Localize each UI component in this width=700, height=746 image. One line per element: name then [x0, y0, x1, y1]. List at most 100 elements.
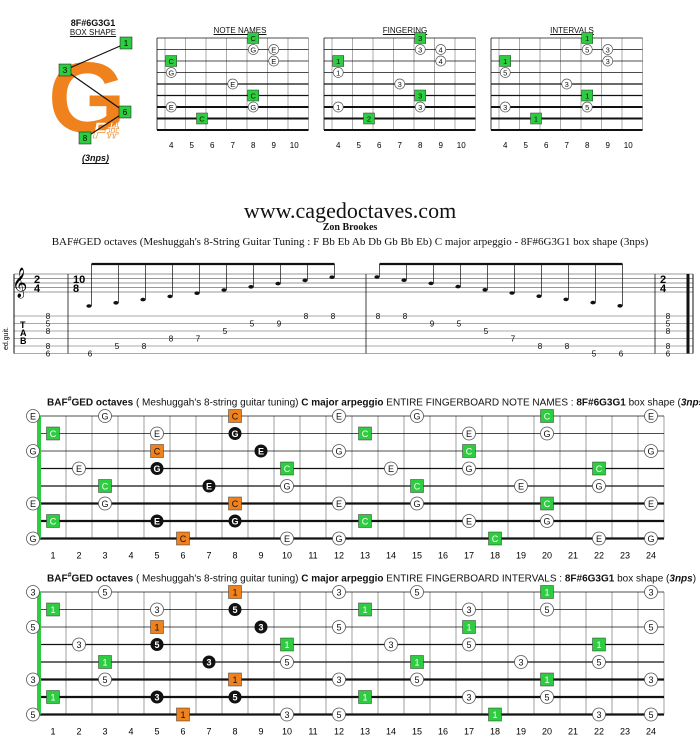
mini-fret-number: 9: [606, 141, 611, 150]
note-label: E: [466, 516, 472, 526]
fret-number: 9: [258, 727, 263, 737]
mini-marker-label: C: [251, 34, 257, 43]
tab-clef-letter: B: [20, 336, 27, 346]
mini-fret-number: 10: [290, 141, 299, 150]
box-shape-code: 8F#6G3G1: [70, 18, 116, 28]
mini-marker-label: C: [169, 57, 175, 66]
note-label: 1: [414, 657, 419, 667]
mini-marker-white: [165, 101, 177, 113]
note-head: [509, 291, 515, 295]
fret-number: 7: [206, 551, 211, 561]
mini-marker-green: [247, 32, 259, 44]
note-marker-white: [644, 409, 658, 423]
note-label: 3: [388, 640, 393, 650]
note-marker-black: [228, 603, 242, 616]
mini-marker-white: [499, 101, 511, 113]
time-sig-bottom: 4: [34, 283, 41, 295]
note-label: 3: [154, 605, 159, 615]
box-shape-label: BOX SHAPE: [69, 28, 117, 37]
note-marker-white: [592, 531, 606, 546]
note-label: G: [595, 481, 602, 491]
fret-number: 24: [646, 727, 656, 737]
mini-marker-label: C: [251, 92, 257, 101]
note-label: 5: [336, 710, 341, 720]
fret-number: 12: [334, 727, 344, 737]
note-label: E: [648, 411, 654, 421]
note-label: C: [414, 481, 421, 491]
note-marker-green: [358, 602, 372, 617]
fret-number: 12: [334, 551, 344, 561]
note-marker-white: [384, 461, 398, 476]
note-label: 3: [596, 710, 601, 720]
mini-marker-label: 3: [565, 80, 569, 89]
mini-marker-white: [414, 101, 426, 113]
note-label: 1: [232, 675, 237, 685]
note-label: C: [492, 534, 499, 544]
note-label: 3: [336, 675, 341, 685]
note-marker-black: [254, 444, 268, 458]
note-label: G: [29, 446, 36, 456]
note-label: 1: [492, 710, 497, 720]
note-marker-black: [228, 514, 242, 528]
mid-time-sig-bottom: 8: [73, 283, 79, 295]
note-label: G: [335, 446, 342, 456]
note-marker-orange: [150, 620, 164, 634]
note-marker-white: [98, 496, 112, 511]
note-label: 5: [544, 692, 549, 702]
fret-number: 8: [232, 551, 237, 561]
mini-marker-label: 3: [606, 57, 610, 66]
note-marker-orange: [228, 409, 242, 423]
treble-clef: 𝄞: [12, 267, 27, 299]
mini-marker-label: G: [250, 103, 256, 112]
note-label: E: [388, 464, 394, 474]
mini-fret-number: 6: [377, 141, 382, 150]
note-head: [455, 284, 461, 289]
fret-number: 1: [50, 727, 55, 737]
mini-marker-label: 3: [418, 103, 422, 112]
note-label: E: [30, 411, 36, 421]
tab-fret: 8: [376, 312, 381, 321]
mini-marker-white: [602, 44, 614, 55]
diagram-title-fingering: FINGERING: [382, 26, 428, 35]
note-marker-white: [72, 461, 86, 476]
note-label: 3: [466, 692, 471, 702]
tab-fret: 7: [196, 335, 201, 344]
note-label: 1: [596, 640, 601, 650]
mini-marker-label: 1: [503, 57, 507, 66]
note-marker-white: [410, 585, 424, 599]
note-label: 3: [206, 657, 211, 667]
mid-time-sig-top: 10: [73, 274, 85, 286]
note-label: C: [284, 464, 291, 474]
note-marker-white: [644, 585, 658, 599]
note-marker-orange: [150, 444, 164, 458]
note-label: 3: [648, 675, 653, 685]
note-label: 5: [30, 622, 35, 632]
note-head: [248, 285, 254, 289]
note-head: [194, 291, 200, 295]
note-label: 3: [258, 622, 263, 632]
note-head: [275, 281, 281, 286]
note-label: 1: [544, 587, 549, 597]
mini-marker-white: [435, 55, 447, 67]
fret-number: 2: [76, 551, 81, 561]
mini-marker-white: [414, 44, 426, 55]
note-marker-white: [592, 655, 606, 669]
note-label: 1: [362, 692, 367, 702]
note-marker-white: [280, 531, 294, 546]
note-marker-white: [26, 496, 40, 511]
note-marker-white: [26, 707, 40, 722]
note-marker-white: [410, 672, 424, 687]
note-label: 3: [154, 692, 159, 702]
tab-fret: 8: [331, 312, 336, 321]
note-marker-green: [98, 479, 112, 493]
note-label: C: [596, 464, 603, 474]
mini-marker-green: [414, 89, 426, 102]
mini-marker-label: 3: [398, 80, 402, 89]
tab-fret-open-right: 5: [666, 320, 671, 329]
fret-number: 17: [464, 727, 474, 737]
fret-number: 20: [542, 727, 552, 737]
note-marker-white: [592, 707, 606, 722]
note-label: 3: [30, 587, 35, 597]
note-marker-green: [462, 444, 476, 458]
